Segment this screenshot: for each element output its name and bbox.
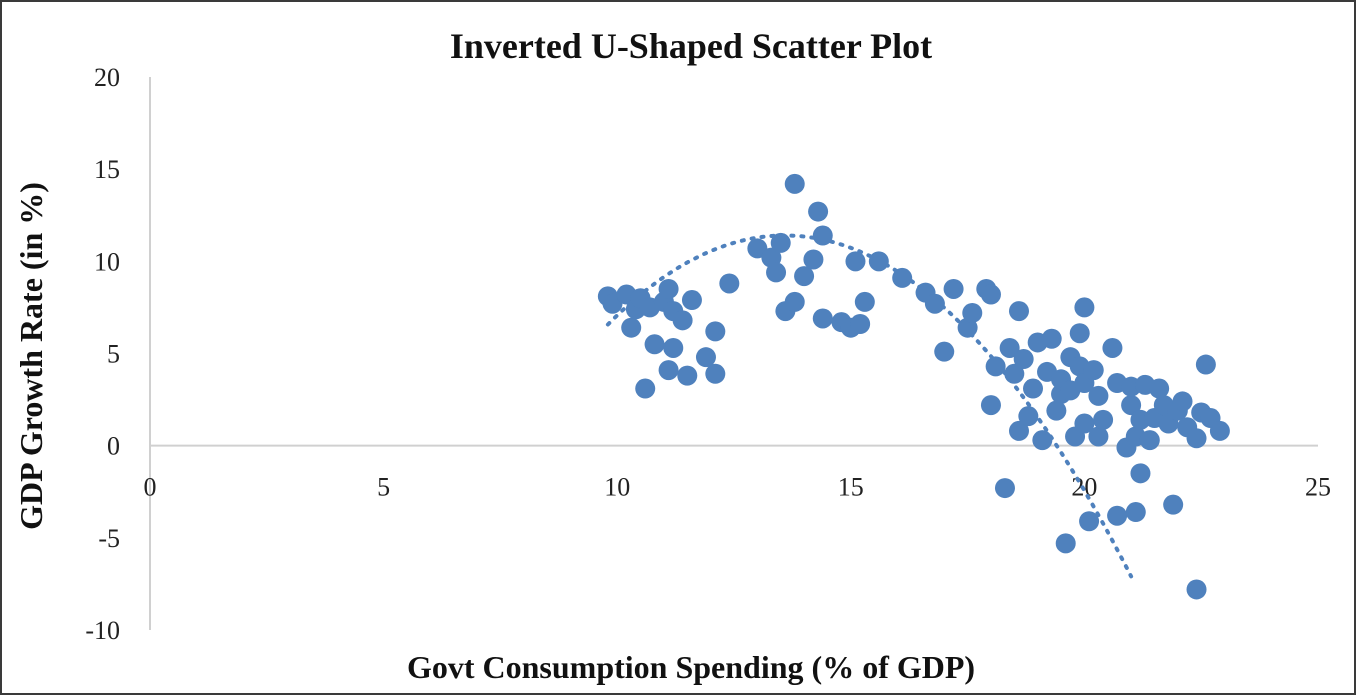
data-point — [1093, 409, 1114, 430]
y-tick-label: 10 — [94, 247, 120, 276]
data-point — [1088, 385, 1109, 406]
data-point — [803, 249, 824, 270]
x-tick-label: 10 — [604, 473, 630, 502]
data-point — [854, 291, 875, 312]
x-tick-label: 15 — [838, 473, 864, 502]
data-point — [784, 173, 805, 194]
y-tick-label: -5 — [98, 524, 120, 553]
data-point — [681, 290, 702, 311]
y-tick-label: 5 — [107, 340, 120, 369]
y-tick-label: 0 — [107, 432, 120, 461]
data-point — [1209, 420, 1230, 441]
data-point — [677, 365, 698, 386]
data-point — [1130, 463, 1151, 484]
data-point — [644, 334, 665, 355]
data-points — [597, 173, 1230, 600]
data-point — [695, 347, 716, 368]
trendline-group — [605, 233, 1134, 579]
data-point — [705, 321, 726, 342]
data-point — [924, 293, 945, 314]
data-point — [1074, 413, 1095, 434]
data-point — [621, 317, 642, 338]
data-point — [980, 395, 1001, 416]
x-axis-label: Govt Consumption Spending (% of GDP) — [407, 649, 975, 685]
data-point — [868, 251, 889, 272]
data-point — [812, 225, 833, 246]
data-point — [1004, 363, 1025, 384]
data-point — [1008, 420, 1029, 441]
data-point — [658, 278, 679, 299]
data-point — [812, 308, 833, 329]
data-point — [1069, 323, 1090, 344]
data-point — [962, 302, 983, 323]
y-axis-label: GDP Growth Rate (in %) — [13, 182, 49, 530]
data-point — [1107, 505, 1128, 526]
data-point — [794, 266, 815, 287]
data-point — [934, 341, 955, 362]
data-point — [850, 314, 871, 335]
data-point — [1074, 297, 1095, 318]
data-point — [635, 378, 656, 399]
data-point — [845, 251, 866, 272]
data-point — [1102, 337, 1123, 358]
data-point — [1088, 426, 1109, 447]
data-point — [766, 262, 787, 283]
data-point — [658, 360, 679, 381]
y-tick-label: -10 — [85, 616, 120, 645]
y-tick-label: 20 — [94, 63, 120, 92]
data-point — [1055, 533, 1076, 554]
data-point — [770, 232, 791, 253]
data-point — [1139, 430, 1160, 451]
data-point — [1079, 511, 1100, 532]
x-tick-label: 5 — [377, 473, 390, 502]
data-point — [1172, 391, 1193, 412]
data-point — [1008, 301, 1029, 322]
data-point — [985, 356, 1006, 377]
chart-title: Inverted U-Shaped Scatter Plot — [450, 26, 932, 66]
data-point — [994, 478, 1015, 499]
data-point — [1121, 395, 1142, 416]
data-point — [1195, 354, 1216, 375]
data-point — [1023, 378, 1044, 399]
data-point — [1018, 406, 1039, 427]
data-point — [999, 337, 1020, 358]
y-tick-label: 15 — [94, 155, 120, 184]
data-point — [1083, 360, 1104, 381]
data-point — [1125, 502, 1146, 523]
data-point — [1013, 349, 1034, 370]
trendline — [605, 233, 1134, 579]
data-point — [892, 267, 913, 288]
data-point — [1041, 328, 1062, 349]
data-point — [1149, 378, 1170, 399]
data-point — [1032, 430, 1053, 451]
data-point — [943, 278, 964, 299]
x-tick-label: 0 — [144, 473, 157, 502]
data-point — [1046, 400, 1067, 421]
data-point — [1186, 579, 1207, 600]
x-tick-label: 25 — [1305, 473, 1331, 502]
data-point — [663, 337, 684, 358]
data-point — [1186, 428, 1207, 449]
axes — [149, 77, 1318, 630]
data-point — [672, 310, 693, 331]
data-point — [1163, 494, 1184, 515]
data-point — [719, 273, 740, 294]
data-point — [784, 291, 805, 312]
data-point — [808, 201, 829, 222]
data-point — [980, 284, 1001, 305]
data-point — [705, 363, 726, 384]
